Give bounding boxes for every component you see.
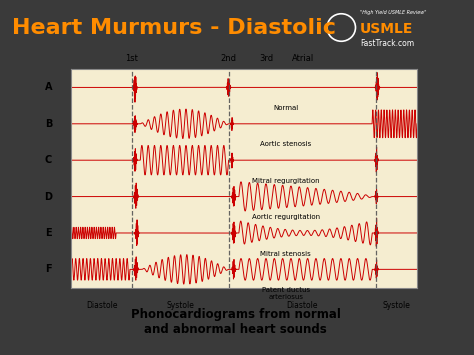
Text: Atrial: Atrial bbox=[292, 54, 314, 63]
Text: Phonocardiograms from normal
and abnormal heart sounds: Phonocardiograms from normal and abnorma… bbox=[131, 308, 341, 336]
Text: E: E bbox=[46, 228, 52, 238]
Text: 3rd: 3rd bbox=[260, 54, 273, 63]
Text: C: C bbox=[45, 155, 52, 165]
Text: Patent ductus
arteriosus: Patent ductus arteriosus bbox=[262, 287, 310, 300]
Text: Systole: Systole bbox=[166, 301, 194, 310]
Text: Aortic regurgitation: Aortic regurgitation bbox=[252, 214, 319, 220]
Text: 2nd: 2nd bbox=[220, 54, 237, 63]
Text: Diastole: Diastole bbox=[286, 301, 318, 310]
Text: Mitral stenosis: Mitral stenosis bbox=[260, 251, 311, 257]
Text: A: A bbox=[45, 82, 52, 92]
Text: F: F bbox=[46, 264, 52, 274]
Text: Aortic stenosis: Aortic stenosis bbox=[260, 141, 311, 147]
Text: Diastole: Diastole bbox=[86, 301, 117, 310]
Text: "High Yield USMLE Review": "High Yield USMLE Review" bbox=[360, 10, 427, 15]
Text: Systole: Systole bbox=[383, 301, 410, 310]
Text: D: D bbox=[45, 192, 53, 202]
Text: USMLE: USMLE bbox=[360, 22, 414, 36]
Text: FastTrack.com: FastTrack.com bbox=[360, 39, 414, 48]
Text: Mitral regurgitation: Mitral regurgitation bbox=[252, 178, 319, 184]
Text: B: B bbox=[45, 119, 52, 129]
Text: 1st: 1st bbox=[125, 54, 138, 63]
Text: Normal: Normal bbox=[273, 105, 298, 111]
Text: Heart Murmurs - Diastolic: Heart Murmurs - Diastolic bbox=[12, 17, 336, 38]
